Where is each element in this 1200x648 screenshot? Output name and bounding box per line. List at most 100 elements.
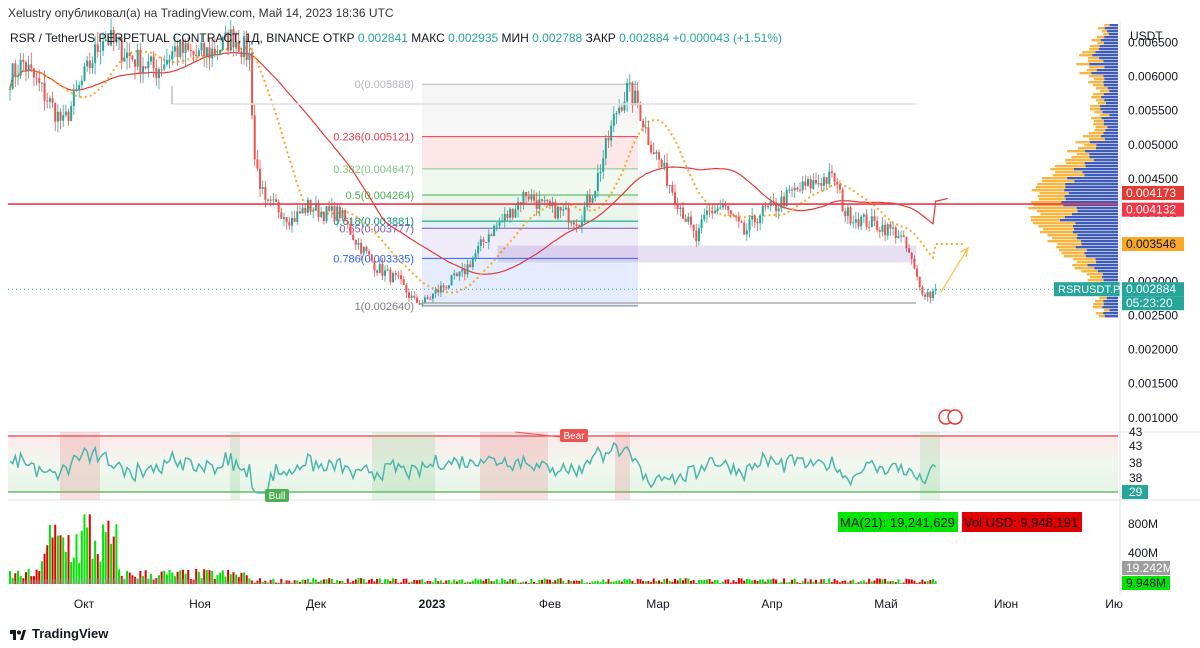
profile-bar-sell — [1093, 78, 1105, 81]
profile-bar-sell — [1088, 138, 1105, 141]
volume-bar — [229, 574, 232, 584]
profile-bar-sell — [1093, 120, 1104, 123]
candle-body — [788, 189, 791, 191]
volume-bar — [160, 571, 163, 584]
fib-zone — [422, 84, 638, 137]
profile-bar-sell — [1079, 54, 1093, 57]
profile-bar-sell — [1071, 156, 1090, 159]
volume-bar — [610, 581, 613, 584]
volume-bar — [785, 582, 788, 584]
candle-body — [397, 275, 400, 277]
volume-bar — [184, 573, 187, 584]
profile-bar-buy — [1064, 216, 1118, 219]
volume-bar — [142, 576, 144, 584]
candle-body — [346, 221, 349, 224]
candle-body — [14, 63, 17, 77]
profile-bar-buy — [1089, 63, 1118, 66]
volume-bar — [495, 579, 498, 584]
candle-body — [676, 203, 679, 210]
profile-bar-buy — [1075, 246, 1118, 249]
profile-bar-sell — [1076, 153, 1090, 156]
candle-body — [19, 59, 22, 76]
candle-body — [639, 103, 642, 121]
ma-short-badge-bg — [1122, 237, 1184, 252]
price-chart[interactable]: 0(0.005888) 0.236(0.005121) 0.382(0.004647… — [0, 0, 1200, 620]
volume-bar — [139, 570, 142, 584]
candle-body — [259, 168, 262, 189]
volume-ma-label: MA(21): 19,241,629 — [840, 515, 955, 530]
candle-body — [660, 159, 663, 167]
profile-bar-sell — [1041, 177, 1068, 180]
candle-body — [530, 194, 533, 200]
volume-bar — [503, 580, 506, 584]
candle-body — [200, 43, 203, 51]
candle-body — [394, 273, 397, 276]
publisher-line: Xelustry опубликовал(а) на TradingView.c… — [8, 6, 394, 20]
bear-signal-label: Bear — [563, 431, 585, 442]
volume-bar — [110, 543, 113, 584]
volume-bar — [43, 553, 46, 584]
candle-body — [596, 173, 599, 192]
profile-bar-buy — [1072, 231, 1118, 234]
volume-bar — [9, 570, 11, 584]
profile-bar-sell — [1088, 132, 1104, 135]
last-price-badge-bg — [1122, 282, 1184, 297]
event-flag-icon — [947, 409, 963, 425]
profile-bar-buy — [1104, 315, 1118, 318]
volume-bar — [596, 580, 599, 584]
candle-body — [642, 120, 645, 128]
candle-body — [525, 192, 528, 197]
profile-bar-sell — [1103, 33, 1109, 36]
candle-body — [306, 199, 309, 213]
tradingview-logo[interactable]: TradingView — [10, 626, 108, 641]
volume-bar — [479, 579, 482, 584]
candle-body — [533, 194, 536, 201]
candle-body — [748, 219, 751, 231]
candle-body — [96, 44, 99, 52]
volume-bar — [126, 570, 129, 584]
volume-bar — [376, 578, 379, 584]
volume-usd-label: Vol USD: 9,948,191 — [964, 515, 1078, 530]
profile-bar-buy — [1100, 108, 1118, 111]
candle-body — [830, 171, 833, 174]
volume-bar — [99, 561, 102, 584]
candle-body — [418, 302, 421, 305]
candle-body — [434, 289, 437, 294]
candle-body — [447, 285, 450, 289]
profile-bar-buy — [1103, 279, 1118, 282]
volume-bar — [894, 582, 897, 584]
volume-bar — [487, 578, 490, 584]
ma-short-line — [9, 46, 966, 294]
candle-body — [628, 82, 631, 84]
bull-signal-label: Bull — [269, 491, 286, 502]
volume-bar — [602, 579, 605, 584]
volume-bar — [360, 578, 363, 584]
volume-bar — [759, 579, 762, 584]
fib-retracement[interactable]: 0(0.005888) 0.236(0.005121) 0.382(0.004647… — [333, 79, 638, 313]
candle-body — [216, 53, 219, 55]
osc-signal-zone — [60, 432, 100, 500]
volume-bar — [189, 579, 192, 584]
volume-bar — [732, 580, 735, 584]
volume-bar — [799, 583, 802, 584]
candle-body — [556, 207, 559, 219]
candle-body — [333, 206, 336, 221]
price-tick: 0.006500 — [1128, 35, 1178, 49]
profile-bar-buy — [1084, 252, 1118, 255]
volume-bar — [333, 582, 336, 584]
volume-bar — [378, 578, 381, 584]
volume-bar — [405, 578, 408, 584]
candle-body — [453, 273, 456, 276]
candle-body — [602, 158, 605, 172]
volume-bar — [705, 579, 708, 584]
profile-bar-sell — [1099, 114, 1110, 117]
candle-body — [102, 41, 105, 51]
profile-bar-buy — [1107, 126, 1118, 129]
profile-bar-buy — [1092, 54, 1118, 57]
volume-bar — [764, 581, 767, 584]
projection-arrow — [940, 247, 969, 293]
candle-body — [408, 292, 410, 298]
candle-body — [192, 50, 195, 55]
volume-bar — [892, 580, 895, 584]
time-tick: Мар — [646, 597, 670, 611]
